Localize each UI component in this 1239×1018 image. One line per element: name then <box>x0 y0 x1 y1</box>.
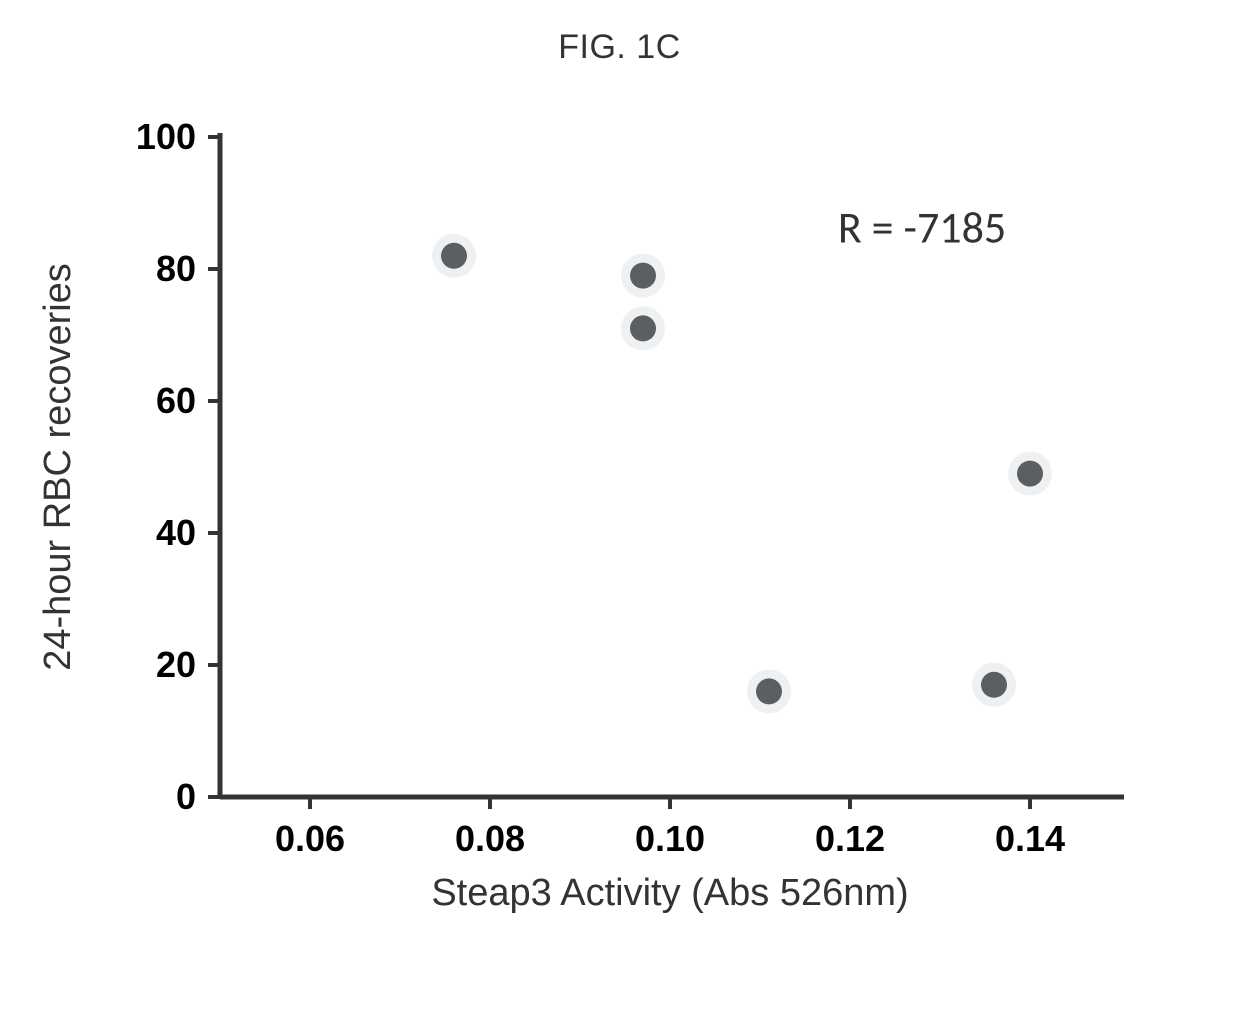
scatter-point <box>756 678 782 704</box>
x-tick-label: 0.14 <box>995 818 1065 859</box>
y-tick-label: 80 <box>156 248 196 289</box>
scatter-point <box>630 315 656 341</box>
y-axis-label: 24-hour RBC recoveries <box>37 263 79 671</box>
scatter-point <box>981 672 1007 698</box>
x-tick-label: 0.06 <box>275 818 345 859</box>
x-tick-label: 0.12 <box>815 818 885 859</box>
y-tick-label: 40 <box>156 512 196 553</box>
chart-svg: 0 20 40 60 80 100 0.06 0.08 0.10 0.12 0.14 Steap3 A… <box>0 67 1239 987</box>
scatter-chart: 0 20 40 60 80 100 0.06 0.08 0.10 0.12 0.14 Steap3 A… <box>0 67 1239 987</box>
y-tick-label: 0 <box>176 776 196 817</box>
scatter-point <box>441 243 467 269</box>
x-tick-label: 0.08 <box>455 818 525 859</box>
scatter-point <box>630 263 656 289</box>
x-axis-label: Steap3 Activity (Abs 526nm) <box>431 872 908 914</box>
x-tick-label: 0.10 <box>635 818 705 859</box>
y-tick-label: 60 <box>156 380 196 421</box>
y-tick-label: 20 <box>156 644 196 685</box>
correlation-annotation: R = -7185 <box>838 201 1006 255</box>
scatter-point <box>1017 461 1043 487</box>
y-tick-label: 100 <box>136 116 196 157</box>
figure-title: FIG. 1C <box>0 0 1239 67</box>
